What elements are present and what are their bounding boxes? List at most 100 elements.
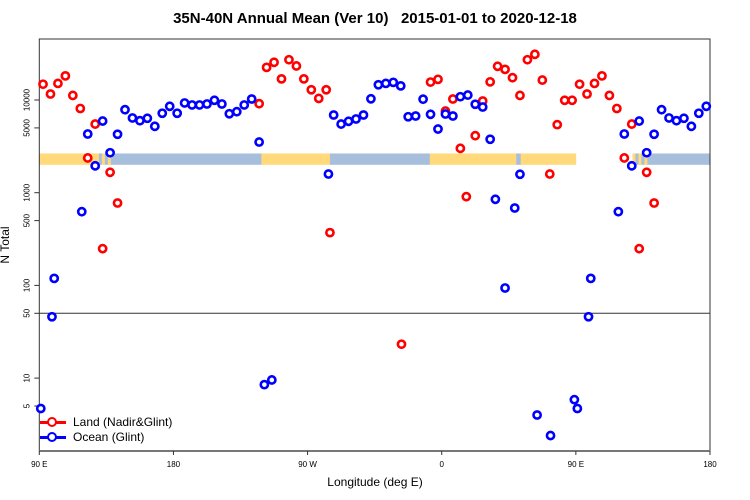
ocean-point xyxy=(76,206,87,217)
ocean-point xyxy=(686,121,697,132)
ocean-point xyxy=(388,77,399,88)
land-point xyxy=(276,73,287,84)
surface-band-segment xyxy=(647,153,651,165)
ocean-point xyxy=(157,108,168,119)
land-point xyxy=(641,167,652,178)
ocean-point xyxy=(328,110,339,120)
surface-band-segment xyxy=(101,153,106,165)
land-point xyxy=(574,79,585,90)
y-tick-label: 500 xyxy=(22,213,31,227)
ocean-point xyxy=(500,283,510,293)
surface-band-segment xyxy=(104,153,109,165)
ocean-point xyxy=(569,394,580,405)
ocean-point xyxy=(231,106,242,117)
ocean-point xyxy=(656,104,667,115)
x-tick-label: 90 E xyxy=(568,460,584,469)
land-point xyxy=(284,54,294,65)
ocean-point xyxy=(343,116,354,127)
ocean-point xyxy=(664,113,674,123)
land-point xyxy=(82,153,93,163)
ocean-point xyxy=(35,403,46,414)
ocean-point xyxy=(619,129,630,139)
ocean-point xyxy=(179,98,190,108)
surface-band-segment xyxy=(329,153,431,165)
y-tick-label: 5000 xyxy=(22,118,31,136)
land-point xyxy=(67,90,78,101)
ocean-point xyxy=(323,169,334,179)
ocean-point xyxy=(82,129,93,139)
ocean-point xyxy=(447,111,458,121)
x-axis-label: Longitude (deg E) xyxy=(327,475,423,489)
ocean-point xyxy=(462,90,473,100)
ocean-point xyxy=(47,311,57,322)
x-tick-label: 180 xyxy=(703,460,717,469)
ocean-point xyxy=(572,403,583,414)
surface-band-segment xyxy=(635,153,639,165)
ocean-point xyxy=(490,194,501,205)
ocean-point xyxy=(97,116,108,126)
surface-band-segment xyxy=(429,153,517,165)
land-point xyxy=(626,119,637,129)
ocean-point xyxy=(440,109,451,119)
land-point xyxy=(313,93,324,104)
ocean-point xyxy=(613,206,624,217)
land-point xyxy=(105,167,115,178)
legend-label-land: Land (Nadir&Glint) xyxy=(73,414,173,429)
land-point xyxy=(634,243,645,254)
land-point xyxy=(500,64,510,75)
land-point xyxy=(261,62,272,73)
land-point xyxy=(552,119,563,130)
x-tick-label: 0 xyxy=(439,460,444,469)
x-tick-label: 180 xyxy=(167,460,181,469)
ocean-point xyxy=(216,99,227,109)
land-point xyxy=(321,84,332,95)
ocean-point xyxy=(246,94,257,104)
ocean-point xyxy=(149,121,160,132)
surface-band-segment xyxy=(650,153,711,165)
land-point xyxy=(254,98,265,109)
land-point xyxy=(306,84,317,95)
ocean-point xyxy=(172,108,183,119)
ocean-point xyxy=(641,147,652,158)
ocean-point xyxy=(634,116,645,126)
land-point xyxy=(544,169,555,179)
y-tick-label: 50 xyxy=(22,308,31,317)
ocean-point xyxy=(90,160,101,171)
land-point xyxy=(53,78,63,89)
surface-band-segment xyxy=(113,153,174,165)
legend: Land (Nadir&Glint) Ocean (Glint) xyxy=(40,414,172,444)
land-point xyxy=(582,89,592,99)
legend-label-ocean: Ocean (Glint) xyxy=(73,429,145,444)
y-tick-label: 10000 xyxy=(22,88,31,111)
surface-band-segment xyxy=(98,153,103,165)
ocean-point xyxy=(403,111,414,122)
land-point xyxy=(75,103,86,114)
ocean-point xyxy=(49,273,60,284)
surface-band-segment xyxy=(107,153,112,165)
ocean-point xyxy=(626,160,637,171)
land-point xyxy=(461,191,472,202)
land-point xyxy=(60,70,71,81)
land-point xyxy=(470,130,481,141)
land-point xyxy=(38,79,48,90)
ocean-point xyxy=(112,129,123,140)
ocean-point xyxy=(135,115,145,126)
ocean-point xyxy=(194,100,205,110)
ocean-point xyxy=(455,91,466,102)
land-point xyxy=(559,95,570,106)
ocean-point xyxy=(336,119,347,129)
ocean-point xyxy=(187,100,197,110)
surface-band-segment xyxy=(644,153,648,165)
ocean-point xyxy=(373,79,384,90)
ocean-point xyxy=(351,114,361,124)
ocean-point xyxy=(477,102,488,112)
land-point xyxy=(291,61,302,71)
land-point xyxy=(269,57,279,68)
ocean-point xyxy=(127,113,138,123)
land-point xyxy=(97,243,108,254)
land-point xyxy=(515,90,525,101)
land-point xyxy=(537,75,548,85)
land-point xyxy=(447,94,458,104)
surface-band-segment xyxy=(110,153,115,165)
chart-title: 35N-40N Annual Mean (Ver 10) 2015-01-01 … xyxy=(173,10,577,27)
